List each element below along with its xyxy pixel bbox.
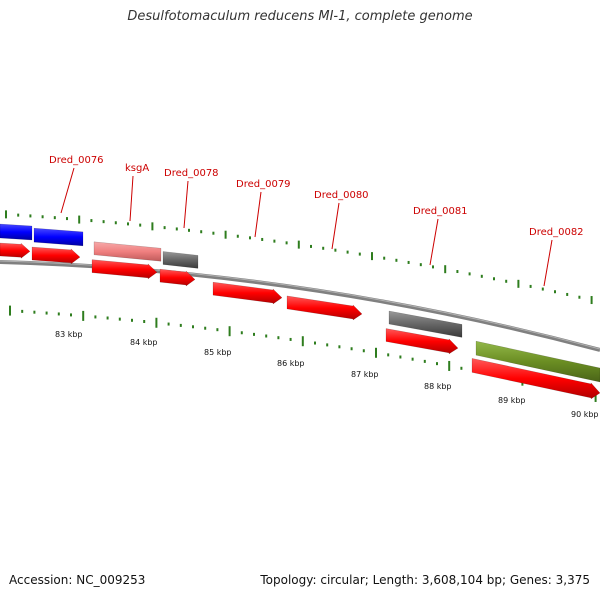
scale-labels: 83 kbp 84 kbp 85 kbp 86 kbp 87 kbp 88 kb… xyxy=(55,330,599,419)
scale-label: 89 kbp xyxy=(498,396,526,405)
gene-arrow xyxy=(212,281,283,305)
gene-arrow xyxy=(31,246,81,265)
genome-map: 83 kbp 84 kbp 85 kbp 86 kbp 87 kbp 88 kb… xyxy=(0,155,600,419)
genome-backbone xyxy=(0,260,600,352)
feature-gray xyxy=(162,251,199,269)
scale-label: 85 kbp xyxy=(204,348,232,357)
gene-features xyxy=(0,223,600,400)
scale-label: 90 kbp xyxy=(571,410,599,419)
gene-label-dred-0080[interactable]: Dred_0080 xyxy=(314,190,369,201)
topology-text: Topology: circular; Length: 3,608,104 bp… xyxy=(260,573,590,587)
map-title: Desulfotomaculum reducens MI-1, complete… xyxy=(127,9,473,24)
gene-label-dred-0081[interactable]: Dred_0081 xyxy=(413,206,468,217)
gene-label-dred-0078[interactable]: Dred_0078 xyxy=(164,168,219,179)
gene-arrow xyxy=(286,295,363,321)
feature-gray xyxy=(388,310,463,338)
gene-label-dred-0082[interactable]: Dred_0082 xyxy=(529,227,584,238)
gene-label-dred-0079[interactable]: Dred_0079 xyxy=(236,179,291,190)
leader-line xyxy=(543,239,553,287)
gene-arrow xyxy=(159,268,196,287)
scale-label: 84 kbp xyxy=(130,338,158,347)
genome-backbone-highlight xyxy=(0,260,600,350)
scale-label: 86 kbp xyxy=(277,359,305,368)
gene-arrow xyxy=(0,242,31,259)
gene-arrow xyxy=(471,358,600,400)
label-leader-lines xyxy=(60,167,553,287)
scale-label: 83 kbp xyxy=(55,330,83,339)
leader-line xyxy=(429,218,439,266)
gene-labels: Dred_0076 ksgA Dred_0078 Dred_0079 Dred_… xyxy=(49,155,584,238)
feature-blue xyxy=(0,223,33,241)
leader-line xyxy=(254,191,262,238)
leader-line xyxy=(60,167,75,214)
gene-label-ksga[interactable]: ksgA xyxy=(125,163,149,174)
gene-arrow xyxy=(385,328,459,355)
feature-green xyxy=(475,340,600,383)
outer-tick-marks xyxy=(5,210,593,305)
feature-blue xyxy=(33,227,84,247)
leader-line xyxy=(129,175,134,222)
scale-label: 88 kbp xyxy=(424,382,452,391)
gene-label-dred-0076[interactable]: Dred_0076 xyxy=(49,155,104,166)
accession-text: Accession: NC_009253 xyxy=(9,573,146,587)
gene-arrow xyxy=(91,259,158,280)
scale-label: 87 kbp xyxy=(351,370,379,379)
feature-pink xyxy=(93,241,162,262)
leader-line xyxy=(183,180,189,229)
leader-line xyxy=(331,202,340,250)
